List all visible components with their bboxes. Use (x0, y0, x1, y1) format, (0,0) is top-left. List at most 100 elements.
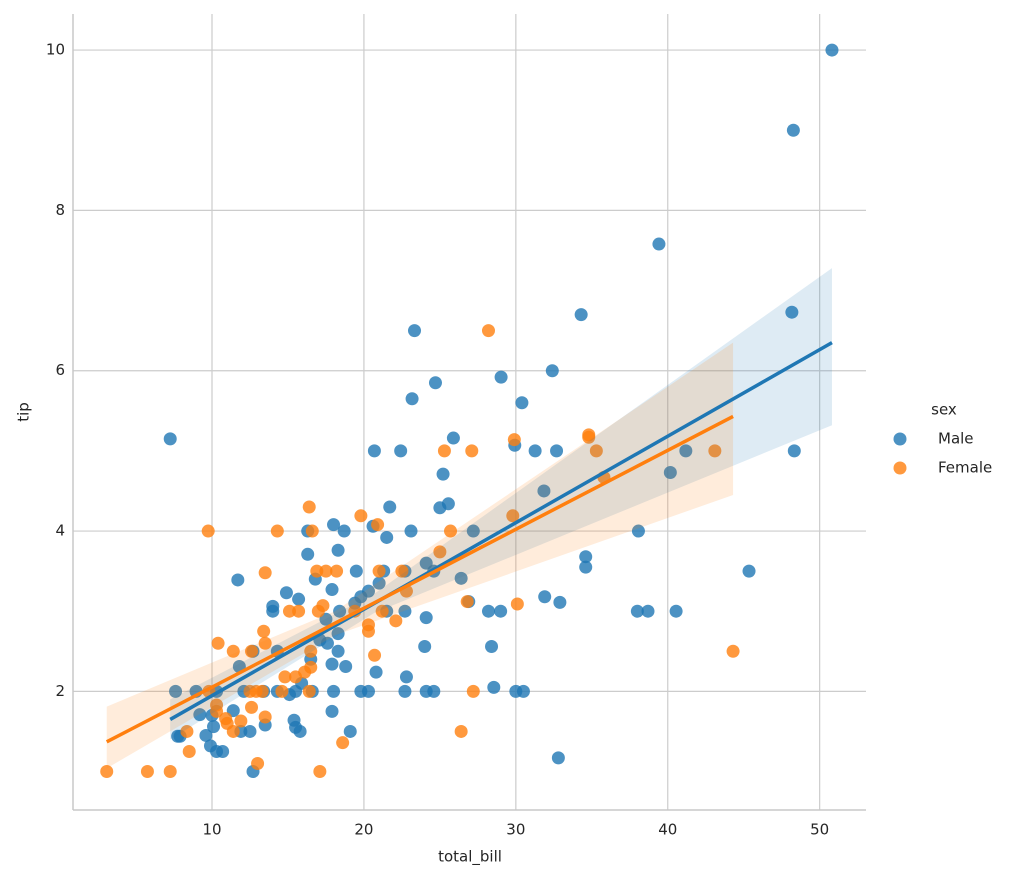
scatter-point (404, 524, 418, 538)
scatter-point (349, 564, 363, 578)
scatter-point (293, 724, 307, 738)
scatter-point (282, 604, 296, 618)
scatter-point (550, 444, 564, 458)
x-axis-label: total_bill (438, 848, 502, 867)
scatter-point (278, 670, 292, 684)
scatter-point (398, 684, 412, 698)
scatter-point (405, 392, 419, 406)
scatter-point (399, 670, 413, 684)
scatter-point (361, 684, 375, 698)
scatter-point (231, 573, 245, 587)
scatter-point (368, 648, 382, 662)
legend-label: Female (938, 459, 992, 477)
scatter-point (428, 376, 442, 390)
regression-line (105, 414, 734, 744)
x-tick-label: 20 (354, 821, 373, 839)
scatter-point (319, 564, 333, 578)
scatter-point (100, 765, 114, 779)
scatter-point (207, 720, 221, 734)
scatter-point (361, 618, 375, 632)
legend-marker (893, 461, 907, 475)
scatter-point (825, 43, 839, 57)
scatter-point (537, 484, 551, 498)
scatter-point (180, 724, 194, 738)
scatter-point (337, 524, 351, 538)
scatter-point (427, 684, 441, 698)
y-tick-label: 6 (55, 361, 65, 379)
y-tick-label: 10 (46, 41, 65, 59)
scatter-point (551, 751, 565, 765)
scatter-point (245, 700, 259, 714)
scatter-point (446, 431, 460, 445)
scatter-point (301, 547, 315, 561)
scatter-point (582, 428, 596, 442)
scatter-point (433, 501, 447, 515)
scatter-point (336, 736, 350, 750)
scatter-point (331, 644, 345, 658)
scatter-point (515, 396, 529, 410)
scatter-point (369, 665, 383, 679)
scatter-point (454, 571, 468, 585)
scatter-point (466, 524, 480, 538)
scatter-point (325, 704, 339, 718)
scatter-point (266, 604, 280, 618)
scatter-point (327, 684, 341, 698)
scatter-point (201, 524, 215, 538)
scatter-point (669, 604, 683, 618)
scatter-point (652, 237, 666, 251)
scatter-point (163, 432, 177, 446)
scatter-point (631, 524, 645, 538)
scatter-point (383, 500, 397, 514)
legend-marker (893, 432, 907, 446)
scatter-point (494, 370, 508, 384)
scatter-point (182, 744, 196, 758)
scatter-point (211, 636, 225, 650)
scatter-point (481, 324, 495, 338)
scatter-point (305, 524, 319, 538)
scatter-point (506, 509, 520, 523)
scatter-point (465, 444, 479, 458)
scatter-point (331, 543, 345, 557)
scatter-point (331, 627, 345, 641)
scatter-point (343, 724, 357, 738)
y-axis-label: tip (15, 402, 33, 422)
scatter-point (630, 604, 644, 618)
y-tick-label: 2 (55, 682, 65, 700)
scatter-point (389, 614, 403, 628)
scatter-point (292, 592, 306, 606)
scatter-point (460, 595, 474, 609)
scatter-point (255, 684, 269, 698)
scatter-point (292, 604, 306, 618)
scatter-point (339, 660, 353, 674)
scatter-point (330, 564, 344, 578)
scatter-point (395, 564, 409, 578)
scatter-point (742, 564, 756, 578)
scatter-point (367, 444, 381, 458)
scatter-point (193, 708, 207, 722)
scatter-point (786, 123, 800, 137)
scatter-point (310, 564, 324, 578)
scatter-point (641, 604, 655, 618)
scatter-point (333, 604, 347, 618)
x-tick-label: 10 (202, 821, 221, 839)
scatter-point (444, 524, 458, 538)
x-tick-label: 30 (506, 821, 525, 839)
scatter-point (316, 599, 330, 613)
scatter-point (325, 657, 339, 671)
scatter-point (372, 564, 386, 578)
scatter-point (320, 636, 334, 650)
scatter-point (785, 305, 799, 319)
scatter-point (199, 728, 213, 742)
scatter-point (258, 710, 272, 724)
scatter-point (304, 660, 318, 674)
scatter-point (507, 433, 521, 447)
scatter-point (589, 444, 603, 458)
scatter-point (726, 644, 740, 658)
scatter-point (579, 550, 593, 564)
scatter-point (210, 698, 224, 712)
scatter-point (553, 595, 567, 609)
scatter-point (528, 444, 542, 458)
scatter-point (258, 636, 272, 650)
scatter-point (485, 639, 499, 653)
scatter-point (220, 716, 234, 730)
